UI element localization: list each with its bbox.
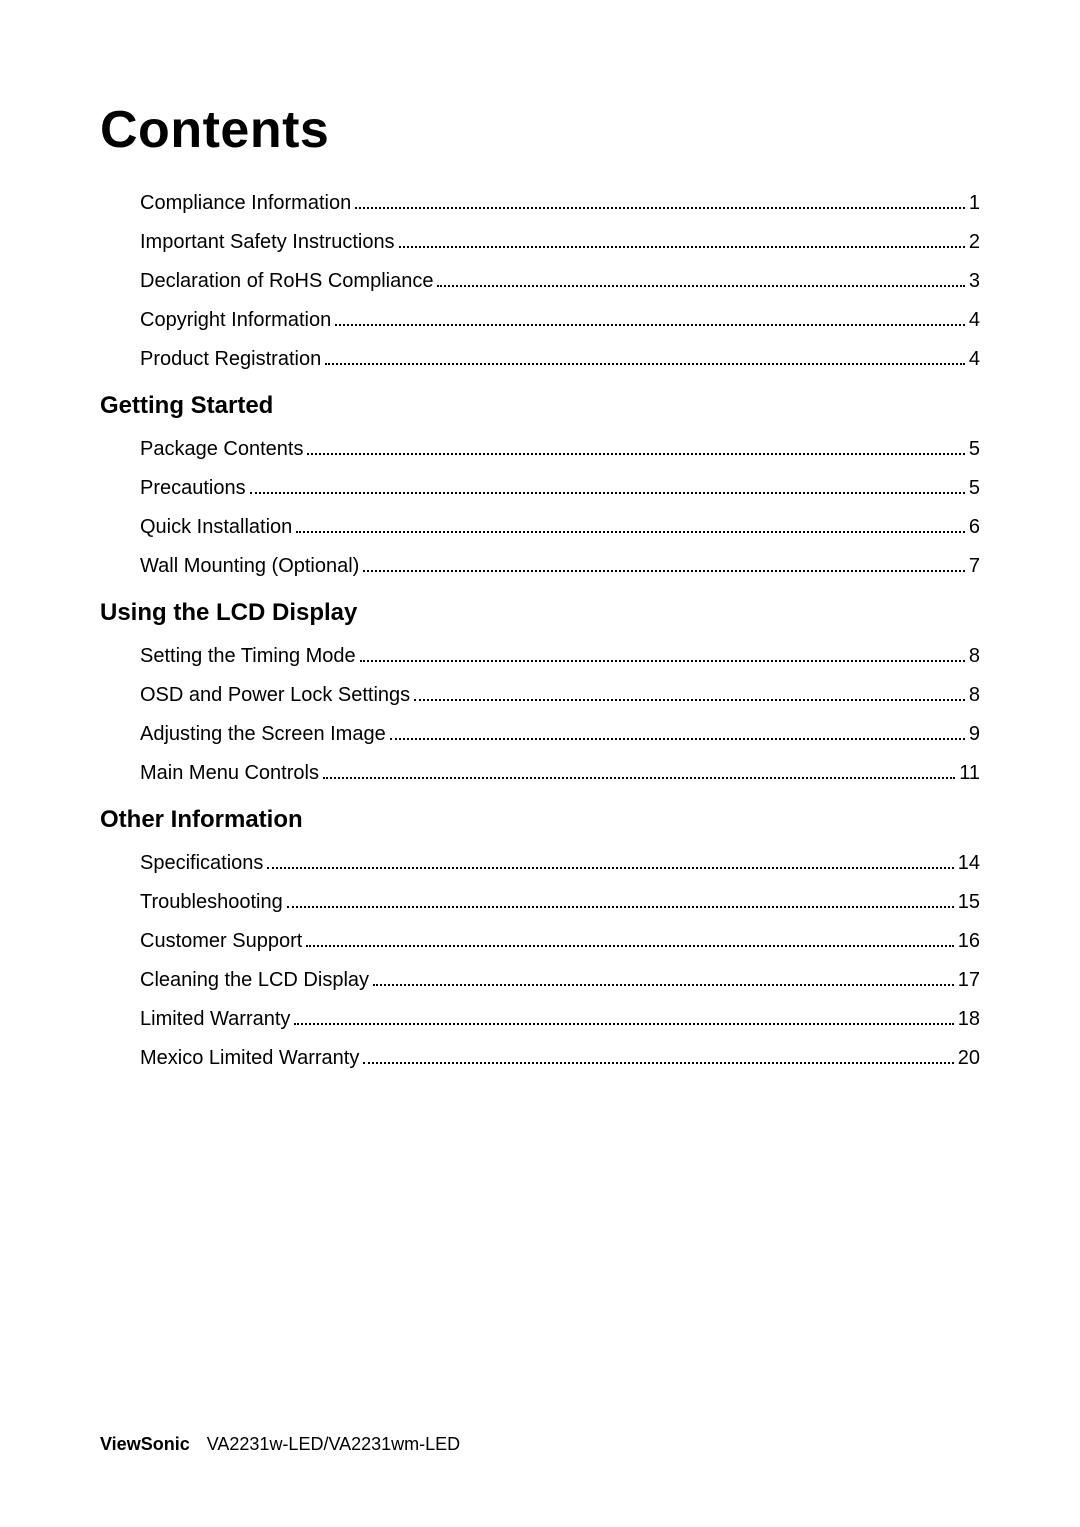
toc-entry-label: Customer Support — [140, 926, 302, 956]
toc-entry-page: 4 — [969, 344, 980, 374]
toc-entry-label: Troubleshooting — [140, 887, 283, 917]
toc-leader-dots — [335, 324, 965, 326]
toc-leader-dots — [287, 906, 954, 908]
toc-entry-label: Adjusting the Screen Image — [140, 719, 386, 749]
toc-entry-page: 2 — [969, 227, 980, 257]
toc-entry-page: 6 — [969, 512, 980, 542]
toc-entry: Precautions 5 — [140, 473, 980, 503]
toc-leader-dots — [414, 699, 965, 701]
toc-entry: Compliance Information 1 — [140, 188, 980, 218]
toc-entry: Main Menu Controls 11 — [140, 758, 980, 788]
toc-entry-page: 1 — [969, 188, 980, 218]
section-heading: Getting Started — [100, 392, 980, 420]
toc-entry: Product Registration 4 — [140, 344, 980, 374]
footer-model: VA2231w-LED/VA2231wm-LED — [207, 1434, 460, 1454]
toc-entry: Mexico Limited Warranty 20 — [140, 1043, 980, 1073]
toc-entry-page: 11 — [959, 758, 980, 788]
toc-entry-page: 9 — [969, 719, 980, 749]
toc-entry: Package Contents 5 — [140, 434, 980, 464]
toc-entry-page: 17 — [958, 965, 980, 995]
toc-leader-dots — [294, 1023, 953, 1025]
toc-leader-dots — [307, 453, 964, 455]
toc-entry-label: Quick Installation — [140, 512, 292, 542]
toc-entry: Troubleshooting 15 — [140, 887, 980, 917]
toc-entry-page: 18 — [958, 1004, 980, 1034]
toc-entry: Limited Warranty 18 — [140, 1004, 980, 1034]
toc-entry: Important Safety Instructions 2 — [140, 227, 980, 257]
toc-entry: Declaration of RoHS Compliance 3 — [140, 266, 980, 296]
toc-entry-page: 8 — [969, 641, 980, 671]
toc-entry-label: Package Contents — [140, 434, 303, 464]
toc-container: Compliance Information 1 Important Safety… — [100, 188, 980, 1073]
toc-entry: Adjusting the Screen Image 9 — [140, 719, 980, 749]
toc-leader-dots — [250, 492, 965, 494]
toc-leader-dots — [399, 246, 965, 248]
toc-leader-dots — [437, 285, 964, 287]
toc-leader-dots — [360, 660, 965, 662]
toc-entry-label: Copyright Information — [140, 305, 331, 335]
toc-entry-label: Precautions — [140, 473, 246, 503]
toc-entry: Cleaning the LCD Display 17 — [140, 965, 980, 995]
toc-entry: Setting the Timing Mode 8 — [140, 641, 980, 671]
footer: ViewSonic VA2231w-LED/VA2231wm-LED — [100, 1434, 460, 1455]
section-heading: Other Information — [100, 806, 980, 834]
toc-leader-dots — [267, 867, 953, 869]
toc-leader-dots — [363, 1062, 953, 1064]
toc-entry-label: Mexico Limited Warranty — [140, 1043, 359, 1073]
toc-leader-dots — [373, 984, 954, 986]
toc-entry-label: Declaration of RoHS Compliance — [140, 266, 433, 296]
toc-entry-page: 20 — [958, 1043, 980, 1073]
toc-entry-page: 14 — [958, 848, 980, 878]
page-title: Contents — [100, 100, 980, 160]
toc-entry: Specifications 14 — [140, 848, 980, 878]
toc-entry-label: Product Registration — [140, 344, 321, 374]
toc-leader-dots — [323, 777, 955, 779]
toc-entry-page: 15 — [958, 887, 980, 917]
toc-entry-page: 16 — [958, 926, 980, 956]
section-heading: Using the LCD Display — [100, 599, 980, 627]
toc-entry-page: 7 — [969, 551, 980, 581]
toc-entry: Wall Mounting (Optional) 7 — [140, 551, 980, 581]
toc-entry-label: Compliance Information — [140, 188, 351, 218]
toc-entry-page: 8 — [969, 680, 980, 710]
footer-brand: ViewSonic — [100, 1434, 190, 1454]
toc-leader-dots — [296, 531, 965, 533]
toc-entry-label: OSD and Power Lock Settings — [140, 680, 410, 710]
toc-entry-page: 5 — [969, 434, 980, 464]
toc-leader-dots — [306, 945, 953, 947]
toc-leader-dots — [355, 207, 965, 209]
toc-entry-label: Specifications — [140, 848, 263, 878]
toc-leader-dots — [325, 363, 965, 365]
toc-entry-label: Cleaning the LCD Display — [140, 965, 369, 995]
toc-entry-label: Limited Warranty — [140, 1004, 290, 1034]
toc-leader-dots — [390, 738, 965, 740]
toc-entry-label: Main Menu Controls — [140, 758, 319, 788]
toc-entry-page: 3 — [969, 266, 980, 296]
toc-entry-label: Wall Mounting (Optional) — [140, 551, 359, 581]
toc-entry-page: 4 — [969, 305, 980, 335]
toc-leader-dots — [363, 570, 965, 572]
toc-entry: Quick Installation 6 — [140, 512, 980, 542]
toc-entry-page: 5 — [969, 473, 980, 503]
toc-entry-label: Important Safety Instructions — [140, 227, 395, 257]
toc-entry: Copyright Information 4 — [140, 305, 980, 335]
toc-entry-label: Setting the Timing Mode — [140, 641, 356, 671]
toc-entry: OSD and Power Lock Settings 8 — [140, 680, 980, 710]
toc-entry: Customer Support 16 — [140, 926, 980, 956]
